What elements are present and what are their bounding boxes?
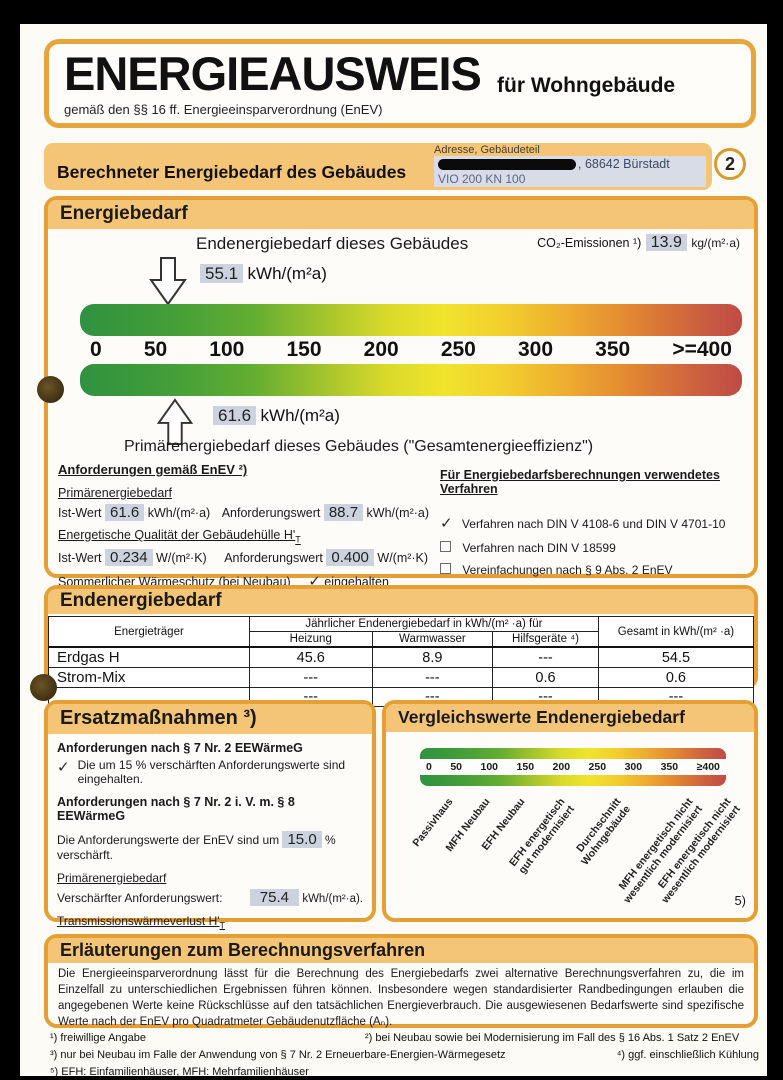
tick-150: 150: [286, 338, 322, 361]
tick-50: 50: [143, 338, 168, 361]
verfahren-item-1: ✓ Verfahren nach DIN V 4108-6 und DIN V …: [440, 515, 726, 532]
vergleich-scale-bar: 0 50 100 150 200 250 300 350 ≥400: [420, 748, 726, 786]
erlaeuterungen-body: Die Energieeinsparverordnung lässt für d…: [58, 968, 744, 1028]
address-block: Adresse, Gebäudeteil , 68642 Bürstadt VI…: [434, 144, 706, 187]
section-title-endenergiebedarf: Endenergiebedarf: [48, 589, 754, 614]
verfahren-item-3: Vereinfachungen nach § 9 Abs. 2 EnEV: [440, 563, 748, 577]
table-row: Erdgas H 45.6 8.9 --- 54.5: [48, 646, 755, 668]
primaer-value: 61.6: [213, 406, 257, 425]
section-heading-berechneter-energiebedarf: Berechneter Energiebedarf des Gebäudes: [57, 162, 407, 182]
section-title-erlaeuterungen: Erläuterungen zum Berechnungsverfahren: [48, 938, 754, 963]
primaer-unit: kWh/(m²a): [260, 406, 340, 425]
tick-200: 200: [363, 338, 399, 361]
section-endenergiebedarf: Endenergiebedarf Energieträger Jährliche…: [44, 585, 758, 707]
req1-heading: Anforderungen nach § 7 Nr. 2 EEWärmeG: [57, 741, 303, 755]
huelle-anf-value: 0.400: [326, 548, 374, 566]
co2-unit: kg/(m²·a): [691, 236, 740, 250]
energy-scale-bar-bottom: [80, 364, 742, 396]
title-box: ENERGIEAUSWEIS für Wohngebäude gemäß den…: [44, 39, 756, 128]
check-icon: ✓: [57, 759, 70, 776]
huelle-istwert-row: Ist-Wert 0.234 W/(m²·K) Anforderungswert…: [58, 548, 429, 566]
co2-value: 13.9: [645, 234, 687, 251]
address-bar: Berechneter Energiebedarf des Gebäudes A…: [44, 143, 712, 190]
req1-check-row: ✓ Die um 15 % verschärften Anforderungsw…: [57, 758, 346, 786]
footnote-5: ⁵) EFH: Einfamilienhäuser, MFH: Mehrfami…: [50, 1066, 309, 1078]
energy-scale-ticks: 0 50 100 150 200 250 300 350 >=400: [80, 336, 742, 364]
table-row: Strom-Mix --- --- 0.6 0.6: [48, 667, 755, 688]
energy-scale-bar-top: [80, 304, 742, 336]
hole-punch: [30, 674, 57, 701]
col-header-hilfsgeraete: Hilfsgeräte ⁴): [492, 631, 599, 648]
co2-label: CO₂-Emissionen ¹): [537, 236, 642, 250]
endenergie-heading: Endenergiebedarf dieses Gebäudes: [196, 234, 469, 253]
tick-250: 250: [440, 338, 476, 361]
tick-400: >=400: [672, 338, 732, 361]
section-vergleichswerte: Vergleichswerte Endenergiebedarf 0 50 10…: [382, 700, 758, 922]
endenergie-table: Energieträger Jährlicher Endenergiebedar…: [48, 616, 755, 707]
verfahren-item-2: Verfahren nach DIN V 18599: [440, 541, 748, 555]
footnote-marker-5: 5): [734, 893, 746, 908]
hole-punch: [37, 376, 64, 403]
co2-emissions: CO₂-Emissionen ¹) 13.9 kg/(m²·a): [537, 234, 740, 252]
checkbox-empty-icon: [440, 563, 451, 574]
footnote-2: ²) bei Neubau sowie bei Modernisierung i…: [365, 1032, 740, 1044]
arrow-down-icon: [149, 257, 187, 306]
endenergie-unit: kWh/(m²a): [247, 264, 327, 283]
trans-label-row: Transmissionswärmeverlust H'T: [57, 914, 226, 931]
document-subtitle: gemäß den §§ 16 ff. Energieeinsparverord…: [64, 102, 383, 117]
tick-300: 300: [517, 338, 554, 361]
ersatz-primaer-row: Verschärfter Anforderungswert: 75.4 kWh/…: [57, 889, 363, 906]
device-line: VIO 200 KN 100: [438, 172, 526, 186]
col-header-jaehrlich: Jährlicher Endenergiebedarf in kWh/(m² ·…: [248, 616, 599, 632]
col-header-heizung: Heizung: [248, 631, 373, 648]
primaer-heading: Primärenergiebedarf dieses Gebäudes ("Ge…: [124, 438, 594, 455]
col-header-warmwasser: Warmwasser: [371, 631, 494, 648]
address-line: , 68642 Bürstadt: [438, 157, 702, 172]
arrow-up-icon: [156, 398, 194, 446]
document-title: ENERGIEAUSWEIS: [64, 47, 482, 100]
req2-row: Die Anforderungswerte der EnEV sind um 1…: [57, 831, 336, 862]
ersatz-primaer-value: 75.4: [249, 889, 299, 906]
verfahren-heading: Für Energiebedarfsberechnungen verwendet…: [440, 468, 720, 496]
footnote-1: ¹) freiwillige Angabe: [50, 1032, 146, 1044]
verschaerfung-value: 15.0: [282, 831, 322, 848]
section-title-ersatzmassnahmen: Ersatzmaßnahmen ³): [48, 704, 372, 734]
anforderungen-primaer-label: Primärenergiebedarf: [58, 486, 172, 500]
endenergie-value: 55.1: [200, 264, 244, 283]
vergleich-scale-ticks: 0 50 100 150 200 250 300 350 ≥400: [420, 759, 726, 775]
huelle-ist-value: 0.234: [105, 548, 153, 566]
redaction-mark: [438, 159, 576, 171]
primaer-anf-value: 88.7: [323, 504, 364, 521]
anforderungen-block: Anforderungen gemäß EnEV ²) Primärenergi…: [58, 462, 430, 590]
footnote-3: ³) nur bei Neubau im Falle der Anwendung…: [50, 1049, 506, 1061]
tick-350: 350: [595, 338, 631, 361]
primaer-value-row: 61.6 kWh/(m²a): [213, 406, 340, 426]
anforderungen-heading: Anforderungen gemäß EnEV ²): [58, 462, 248, 477]
endenergie-value-row: 55.1 kWh/(m²a): [200, 264, 327, 284]
tick-100: 100: [209, 338, 245, 361]
primaer-istwert-row: Ist-Wert 61.6 kWh/(m²·a) Anforderungswer…: [58, 504, 430, 521]
section-ersatzmassnahmen: Ersatzmaßnahmen ³) Anforderungen nach § …: [44, 700, 376, 952]
verfahren-block: Für Energiebedarfsberechnungen verwendet…: [440, 468, 748, 577]
footnote-4: ⁴) ggf. einschließlich Kühlung: [616, 1049, 759, 1061]
page-number-badge: 2: [714, 148, 746, 180]
col-header-energietraeger: Energieträger: [48, 616, 250, 648]
req2-heading: Anforderungen nach § 7 Nr. 2 i. V. m. § …: [57, 795, 295, 823]
tick-0: 0: [90, 338, 102, 361]
primaer-ist-value: 61.6: [105, 504, 145, 521]
check-icon: ✓: [440, 515, 453, 532]
col-header-gesamt: Gesamt in kWh/(m² ·a): [597, 616, 755, 648]
huelle-label-row: Energetische Qualität der Gebäudehülle H…: [58, 528, 301, 545]
document-page: ENERGIEAUSWEIS für Wohngebäude gemäß den…: [20, 24, 767, 1078]
ersatz-primaer-label: Primärenergiebedarf: [57, 871, 167, 885]
section-title-vergleichswerte: Vergleichswerte Endenergiebedarf: [386, 704, 754, 732]
document-title-suffix: für Wohngebäude: [497, 74, 676, 97]
checkbox-empty-icon: [440, 541, 451, 552]
section-energiebedarf: Energiebedarf Endenergiebedarf dieses Ge…: [44, 196, 758, 590]
address-label: Adresse, Gebäudeteil: [434, 144, 540, 156]
section-title-energiebedarf: Energiebedarf: [48, 200, 754, 229]
section-erlaeuterungen: Erläuterungen zum Berechnungsverfahren D…: [44, 934, 758, 1028]
